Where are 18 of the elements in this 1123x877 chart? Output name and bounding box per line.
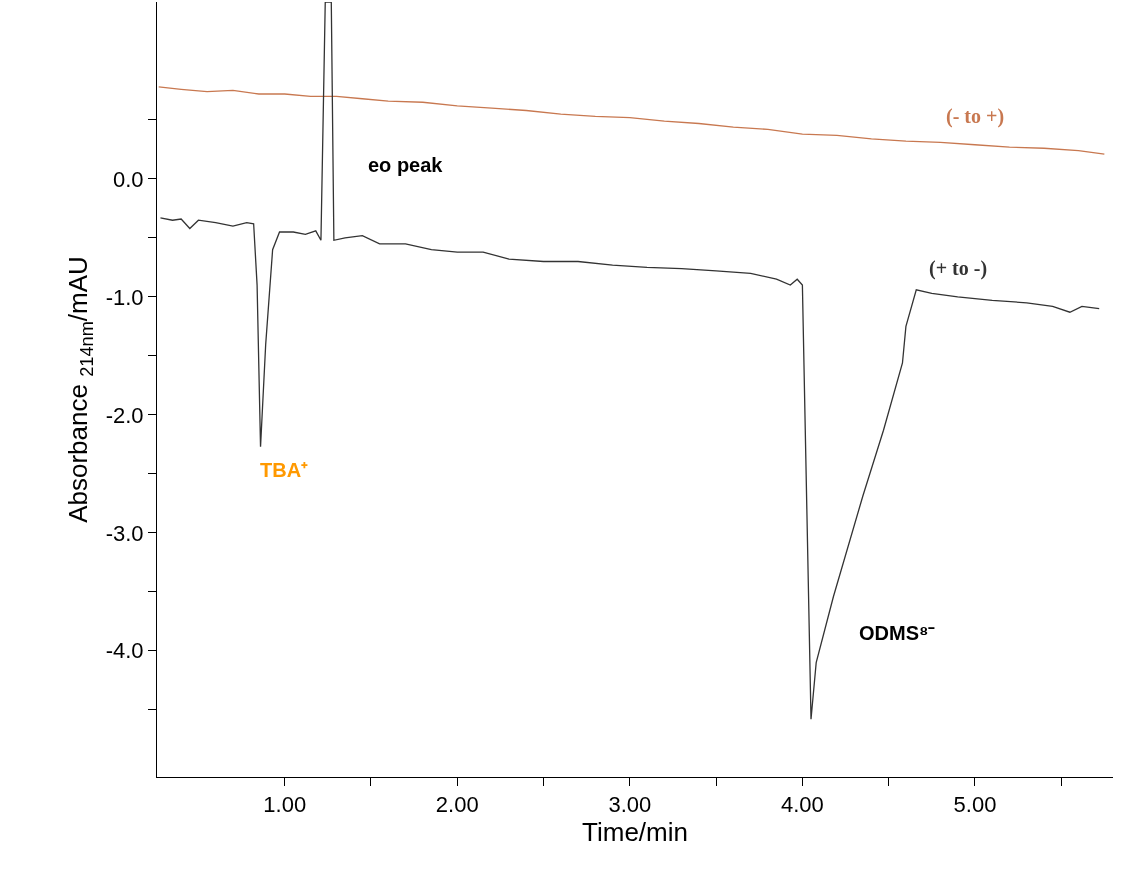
annotation: ODMS⁸⁻	[859, 622, 936, 644]
series-label: (- to +)	[946, 105, 1005, 128]
annotation: TBA⁺	[260, 459, 309, 481]
x-tick-label: 4.00	[780, 792, 824, 818]
y-tick-label: -1.0	[105, 284, 144, 310]
line-series	[158, 86, 1106, 155]
y-tick-label: -4.0	[105, 638, 144, 664]
line-series	[159, 2, 1100, 720]
x-tick-label: 1.00	[263, 792, 307, 818]
annotation: eo peak	[368, 154, 444, 176]
y-tick-label: 0.0	[113, 166, 144, 192]
series-label: (+ to -)	[929, 257, 988, 280]
y-tick-label: -3.0	[105, 520, 144, 546]
y-tick-label: -2.0	[105, 402, 144, 428]
x-tick-label: 3.00	[608, 792, 652, 818]
x-tick-label: 2.00	[435, 792, 479, 818]
x-tick-label: 5.00	[953, 792, 997, 818]
x-axis-title: Time/min	[582, 817, 688, 848]
